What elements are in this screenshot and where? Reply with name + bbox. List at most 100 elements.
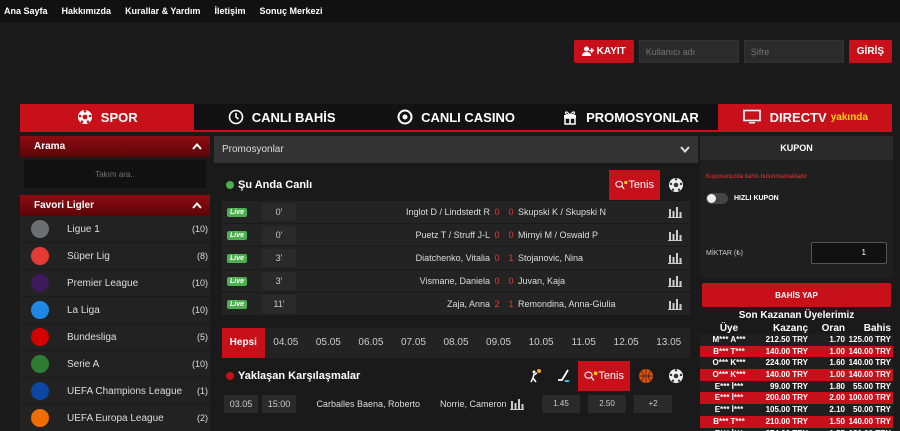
- nav-link-rules[interactable]: Kurallar & Yardım: [125, 6, 201, 16]
- league-logo-icon: [30, 382, 49, 400]
- odd-home-button[interactable]: 1.45: [542, 395, 580, 413]
- upcoming-match-row[interactable]: 03.05 15:00 Carballes Baena, Roberto Nor…: [222, 393, 690, 415]
- league-logo: [24, 324, 55, 350]
- league-item[interactable]: Premier League (10): [20, 270, 210, 297]
- promotions-label: Promosyonlar: [222, 144, 284, 155]
- league-logo-icon: [30, 220, 49, 238]
- search-panel-title: Arama: [34, 141, 66, 152]
- league-logo: [24, 351, 55, 377]
- score-home: 0: [494, 230, 500, 240]
- amount-input[interactable]: 1: [811, 242, 887, 264]
- date-tab-all[interactable]: Hepsi: [222, 328, 265, 358]
- live-section-title: Şu Anda Canlı: [238, 179, 313, 191]
- stats-icon[interactable]: [510, 398, 524, 410]
- live-match-row[interactable]: Live 3' Diatchenko, Vitalia 0 1 Stojanovic, N…: [222, 247, 690, 270]
- league-logo: [24, 297, 55, 323]
- stats-icon[interactable]: [660, 298, 690, 310]
- live-section-header: Şu Anda Canlı Tenis: [214, 169, 698, 201]
- date-tab[interactable]: 10.05: [528, 337, 554, 348]
- league-item[interactable]: Serie A (10): [20, 351, 210, 378]
- handball-icon: [530, 369, 541, 383]
- date-tab[interactable]: 11.05: [571, 337, 596, 348]
- col-odds: Oran: [821, 323, 845, 334]
- league-item[interactable]: Ligue 1 (10): [20, 216, 210, 243]
- league-logo-icon: [30, 409, 49, 427]
- date-tab[interactable]: 06.05: [358, 337, 384, 348]
- winner-winnings: 210.00 TRY: [765, 416, 808, 426]
- date-tab[interactable]: 13.05: [656, 337, 682, 348]
- date-tab[interactable]: 12.05: [613, 337, 639, 348]
- basketball-icon: [639, 369, 653, 383]
- stats-icon[interactable]: [660, 206, 690, 218]
- promotions-bar[interactable]: Promosyonlar: [214, 136, 698, 163]
- league-logo: [24, 378, 55, 404]
- tab-directv[interactable]: DIRECTV yakında: [717, 104, 893, 130]
- coupon-body: Kuponunuzda bahis bulunmamaktadır HIZLI …: [700, 160, 893, 278]
- score-away: 1: [508, 299, 514, 309]
- winner-row: E*** İ*** 99.00 TRY 1.80 55.00 TRY: [700, 380, 893, 393]
- stats-icon[interactable]: [660, 229, 690, 241]
- score-home: 0: [494, 276, 500, 286]
- handball-filter-button[interactable]: [524, 361, 548, 391]
- col-winnings: Kazanç: [772, 323, 808, 334]
- username-input[interactable]: [638, 40, 739, 63]
- tab-spor[interactable]: SPOR: [20, 104, 195, 130]
- tenis-filter-button[interactable]: Tenis: [609, 170, 660, 200]
- place-bet-button[interactable]: BAHİS YAP: [702, 283, 891, 307]
- tab-promosyonlar[interactable]: PROMOSYONLAR: [543, 104, 717, 130]
- stats-icon[interactable]: [660, 275, 690, 287]
- league-item[interactable]: UEFA Champions League (1): [20, 378, 210, 405]
- league-count: (10): [191, 224, 208, 234]
- league-item[interactable]: La Liga (10): [20, 297, 210, 324]
- tab-canli-casino-label: CANLI CASINO: [421, 109, 515, 125]
- nav-link-results[interactable]: Sonuç Merkezi: [259, 6, 323, 16]
- football-filter-button[interactable]: [664, 170, 688, 200]
- tab-canli-casino[interactable]: CANLI CASINO: [369, 104, 543, 130]
- nav-link-contact[interactable]: İletişim: [214, 6, 246, 16]
- nav-link-about[interactable]: Hakkımızda: [61, 6, 112, 16]
- date-tab[interactable]: 09.05: [486, 337, 512, 348]
- live-match-row[interactable]: Live 0' Inglot D / Lindstedt R 0 0 Skupski K …: [222, 201, 690, 224]
- date-tab[interactable]: 04.05: [273, 337, 299, 348]
- nav-link-home[interactable]: Ana Sayfa: [4, 6, 48, 16]
- live-dot-icon: [226, 181, 234, 189]
- quick-coupon-toggle-row: HIZLI KUPON: [706, 193, 887, 204]
- football-filter-button-2[interactable]: [664, 361, 688, 391]
- quick-coupon-toggle[interactable]: [706, 193, 728, 204]
- live-match-row[interactable]: Live 11' Zaja, Anna 2 1 Remondina, Anna-Giuli…: [222, 293, 690, 316]
- live-match-row[interactable]: Live 3' Vismane, Daniela 0 0 Juvan, Kaja: [222, 270, 690, 293]
- login-button[interactable]: GİRİŞ: [848, 40, 892, 63]
- date-tab[interactable]: 08.05: [443, 337, 469, 348]
- winner-odds: 1.55: [808, 428, 845, 431]
- home-team: Zaja, Anna: [446, 299, 490, 309]
- auth-bar: KAYIT GİRİŞ: [573, 40, 892, 63]
- winner-stake: 140.00 TRY: [848, 370, 891, 380]
- hockey-filter-button[interactable]: [552, 361, 576, 391]
- date-tab[interactable]: 05.05: [315, 337, 341, 348]
- basketball-filter-button[interactable]: [634, 361, 658, 391]
- away-team: Remondina, Anna-Giulia: [518, 299, 616, 309]
- league-item[interactable]: UEFA Europa League (2): [20, 405, 210, 431]
- winner-stake: 55.00 TRY: [853, 381, 891, 391]
- clock-icon: [228, 109, 244, 125]
- team-search-input[interactable]: [24, 163, 206, 185]
- hockey-icon: [558, 369, 570, 382]
- tenis-filter-button-2[interactable]: Tenis: [578, 361, 630, 391]
- live-match-row[interactable]: Live 0' Puetz T / Struff J-L 0 0 Mirnyi M / O…: [222, 224, 690, 247]
- date-tab[interactable]: 07.05: [400, 337, 426, 348]
- winner-odds: 1.00: [829, 370, 845, 380]
- password-input[interactable]: [743, 40, 844, 63]
- more-odds-button[interactable]: +2: [634, 395, 672, 413]
- fav-leagues-header[interactable]: Favori Ligler: [20, 195, 210, 216]
- tab-canli-bahis[interactable]: CANLI BAHİS: [194, 104, 368, 130]
- league-item[interactable]: Süper Lig (8): [20, 243, 210, 270]
- league-logo: [24, 243, 55, 269]
- stats-icon[interactable]: [660, 252, 690, 264]
- left-sidebar: Arama Favori Ligler Ligue 1 (10) Süper Lig…: [20, 136, 210, 431]
- odd-away-button[interactable]: 2.50: [588, 395, 626, 413]
- league-name: Premier League: [67, 277, 139, 289]
- register-button[interactable]: KAYIT: [573, 40, 634, 63]
- search-panel-header[interactable]: Arama: [20, 136, 210, 157]
- league-item[interactable]: Bundesliga (5): [20, 324, 210, 351]
